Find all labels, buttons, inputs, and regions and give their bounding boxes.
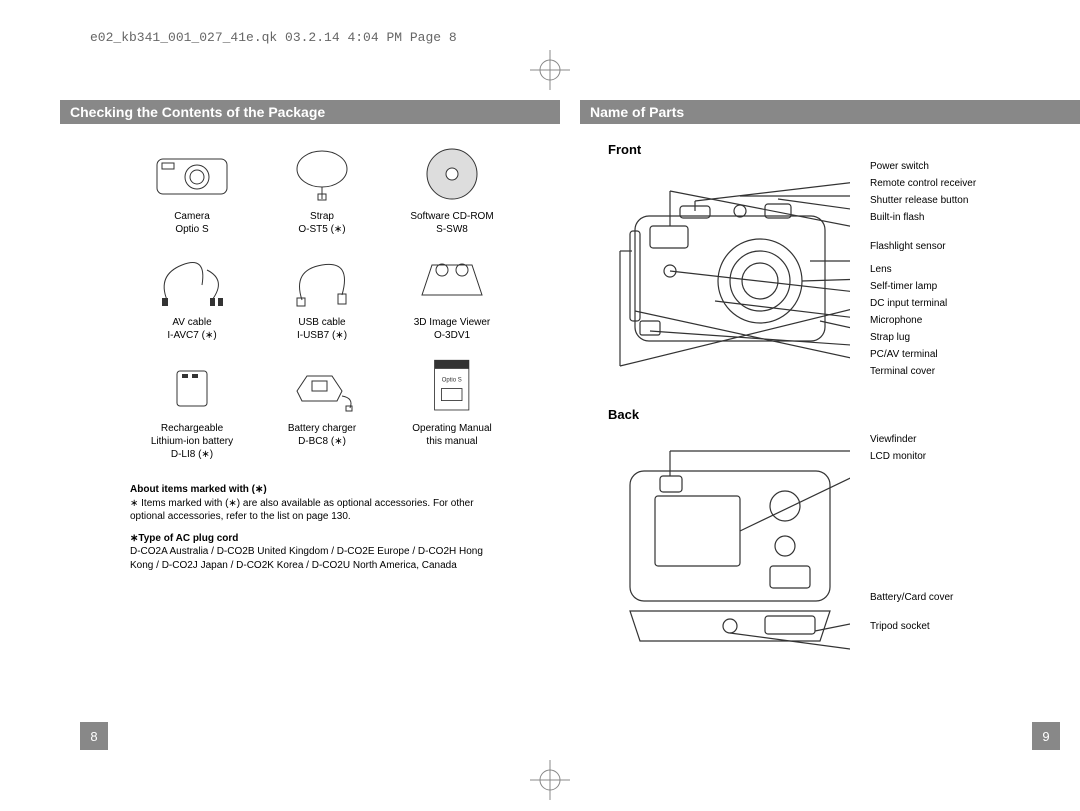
item-av-cable: AV cable I-AVC7 (∗)	[132, 248, 252, 342]
front-heading: Front	[608, 142, 1080, 157]
page-number-right: 9	[1032, 722, 1060, 750]
section-header-left: Checking the Contents of the Package	[60, 100, 560, 124]
item-model: Optio S	[132, 223, 252, 236]
page-number-left: 8	[80, 722, 108, 750]
part-label: Shutter release button	[870, 195, 976, 206]
item-name: Software CD-ROM	[392, 210, 512, 223]
item-3d-viewer: 3D Image Viewer O-3DV1	[392, 248, 512, 342]
note1-body: ∗ Items marked with (∗) are also availab…	[130, 497, 490, 524]
notes-block: About items marked with (∗) ∗ Items mark…	[130, 483, 490, 572]
camera-back-illustration	[610, 436, 850, 666]
part-label: Battery/Card cover	[870, 592, 953, 603]
item-camera: Camera Optio S	[132, 142, 252, 236]
item-charger: Battery charger D-BC8 (∗)	[262, 354, 382, 461]
item-model: I-USB7 (∗)	[262, 329, 382, 342]
note2-title: ∗Type of AC plug cord	[130, 532, 490, 546]
item-model: O-3DV1	[392, 329, 512, 342]
page-left: Checking the Contents of the Package Cam…	[60, 100, 560, 750]
part-label: LCD monitor	[870, 451, 953, 462]
item-name: Rechargeable	[132, 422, 252, 435]
cd-icon	[422, 144, 482, 204]
item-model: D-BC8 (∗)	[262, 435, 382, 448]
part-label: Built-in flash	[870, 212, 976, 223]
item-model: S-SW8	[392, 223, 512, 236]
item-name: Strap	[262, 210, 382, 223]
part-label: Self-timer lamp	[870, 281, 976, 292]
part-label: Power switch	[870, 161, 976, 172]
note1-title: About items marked with (∗)	[130, 483, 490, 497]
item-name: Operating Manual	[392, 422, 512, 435]
charger-icon	[282, 356, 362, 416]
part-label: Tripod socket	[870, 621, 953, 632]
part-label: Flashlight sensor	[870, 241, 976, 252]
item-name: Battery charger	[262, 422, 382, 435]
item-name: AV cable	[132, 316, 252, 329]
part-label: Lens	[870, 264, 976, 275]
back-labels: Viewfinder LCD monitor Battery/Card cover T…	[870, 434, 953, 638]
front-diagram: Power switch Remote control receiver Shutt…	[610, 161, 1080, 401]
crop-mark-bottom	[530, 760, 570, 800]
part-label: Strap lug	[870, 332, 976, 343]
camera-front-illustration	[610, 171, 850, 381]
part-label: DC input terminal	[870, 298, 976, 309]
item-model: Lithium-ion battery	[132, 435, 252, 448]
item-model: this manual	[392, 435, 512, 448]
package-items-grid: Camera Optio S Strap O-ST5 (∗) Software …	[132, 142, 560, 461]
part-label: Viewfinder	[870, 434, 953, 445]
item-battery: Rechargeable Lithium-ion battery D-LI8 (…	[132, 354, 252, 461]
page-right: Name of Parts Front	[580, 100, 1080, 750]
item-name: USB cable	[262, 316, 382, 329]
item-model: I-AVC7 (∗)	[132, 329, 252, 342]
note2-body: D-CO2A Australia / D-CO2B United Kingdom…	[130, 545, 490, 572]
strap-icon	[282, 144, 362, 204]
viewer-icon	[412, 250, 492, 310]
manual-icon: Optio S	[426, 356, 477, 416]
part-label: Remote control receiver	[870, 178, 976, 189]
front-labels: Power switch Remote control receiver Shutt…	[870, 161, 976, 383]
item-name: Camera	[132, 210, 252, 223]
part-label: PC/AV terminal	[870, 349, 976, 360]
item-model: O-ST5 (∗)	[262, 223, 382, 236]
item-model2: D-LI8 (∗)	[132, 448, 252, 461]
back-heading: Back	[608, 407, 1080, 422]
av-cable-icon	[152, 250, 232, 310]
item-name: 3D Image Viewer	[392, 316, 512, 329]
usb-cable-icon	[282, 250, 362, 310]
part-label: Microphone	[870, 315, 976, 326]
crop-mark-top	[530, 50, 570, 90]
camera-icon	[152, 149, 232, 199]
svg-text:Optio S: Optio S	[442, 378, 462, 384]
part-label: Terminal cover	[870, 366, 976, 377]
battery-icon	[162, 356, 222, 416]
source-file-header: e02_kb341_001_027_41e.qk 03.2.14 4:04 PM…	[90, 30, 457, 45]
item-usb-cable: USB cable I-USB7 (∗)	[262, 248, 382, 342]
back-diagram: Viewfinder LCD monitor Battery/Card cover T…	[610, 426, 1080, 686]
item-strap: Strap O-ST5 (∗)	[262, 142, 382, 236]
item-manual: Optio S Operating Manual this manual	[392, 354, 512, 461]
section-header-right: Name of Parts	[580, 100, 1080, 124]
item-cdrom: Software CD-ROM S-SW8	[392, 142, 512, 236]
